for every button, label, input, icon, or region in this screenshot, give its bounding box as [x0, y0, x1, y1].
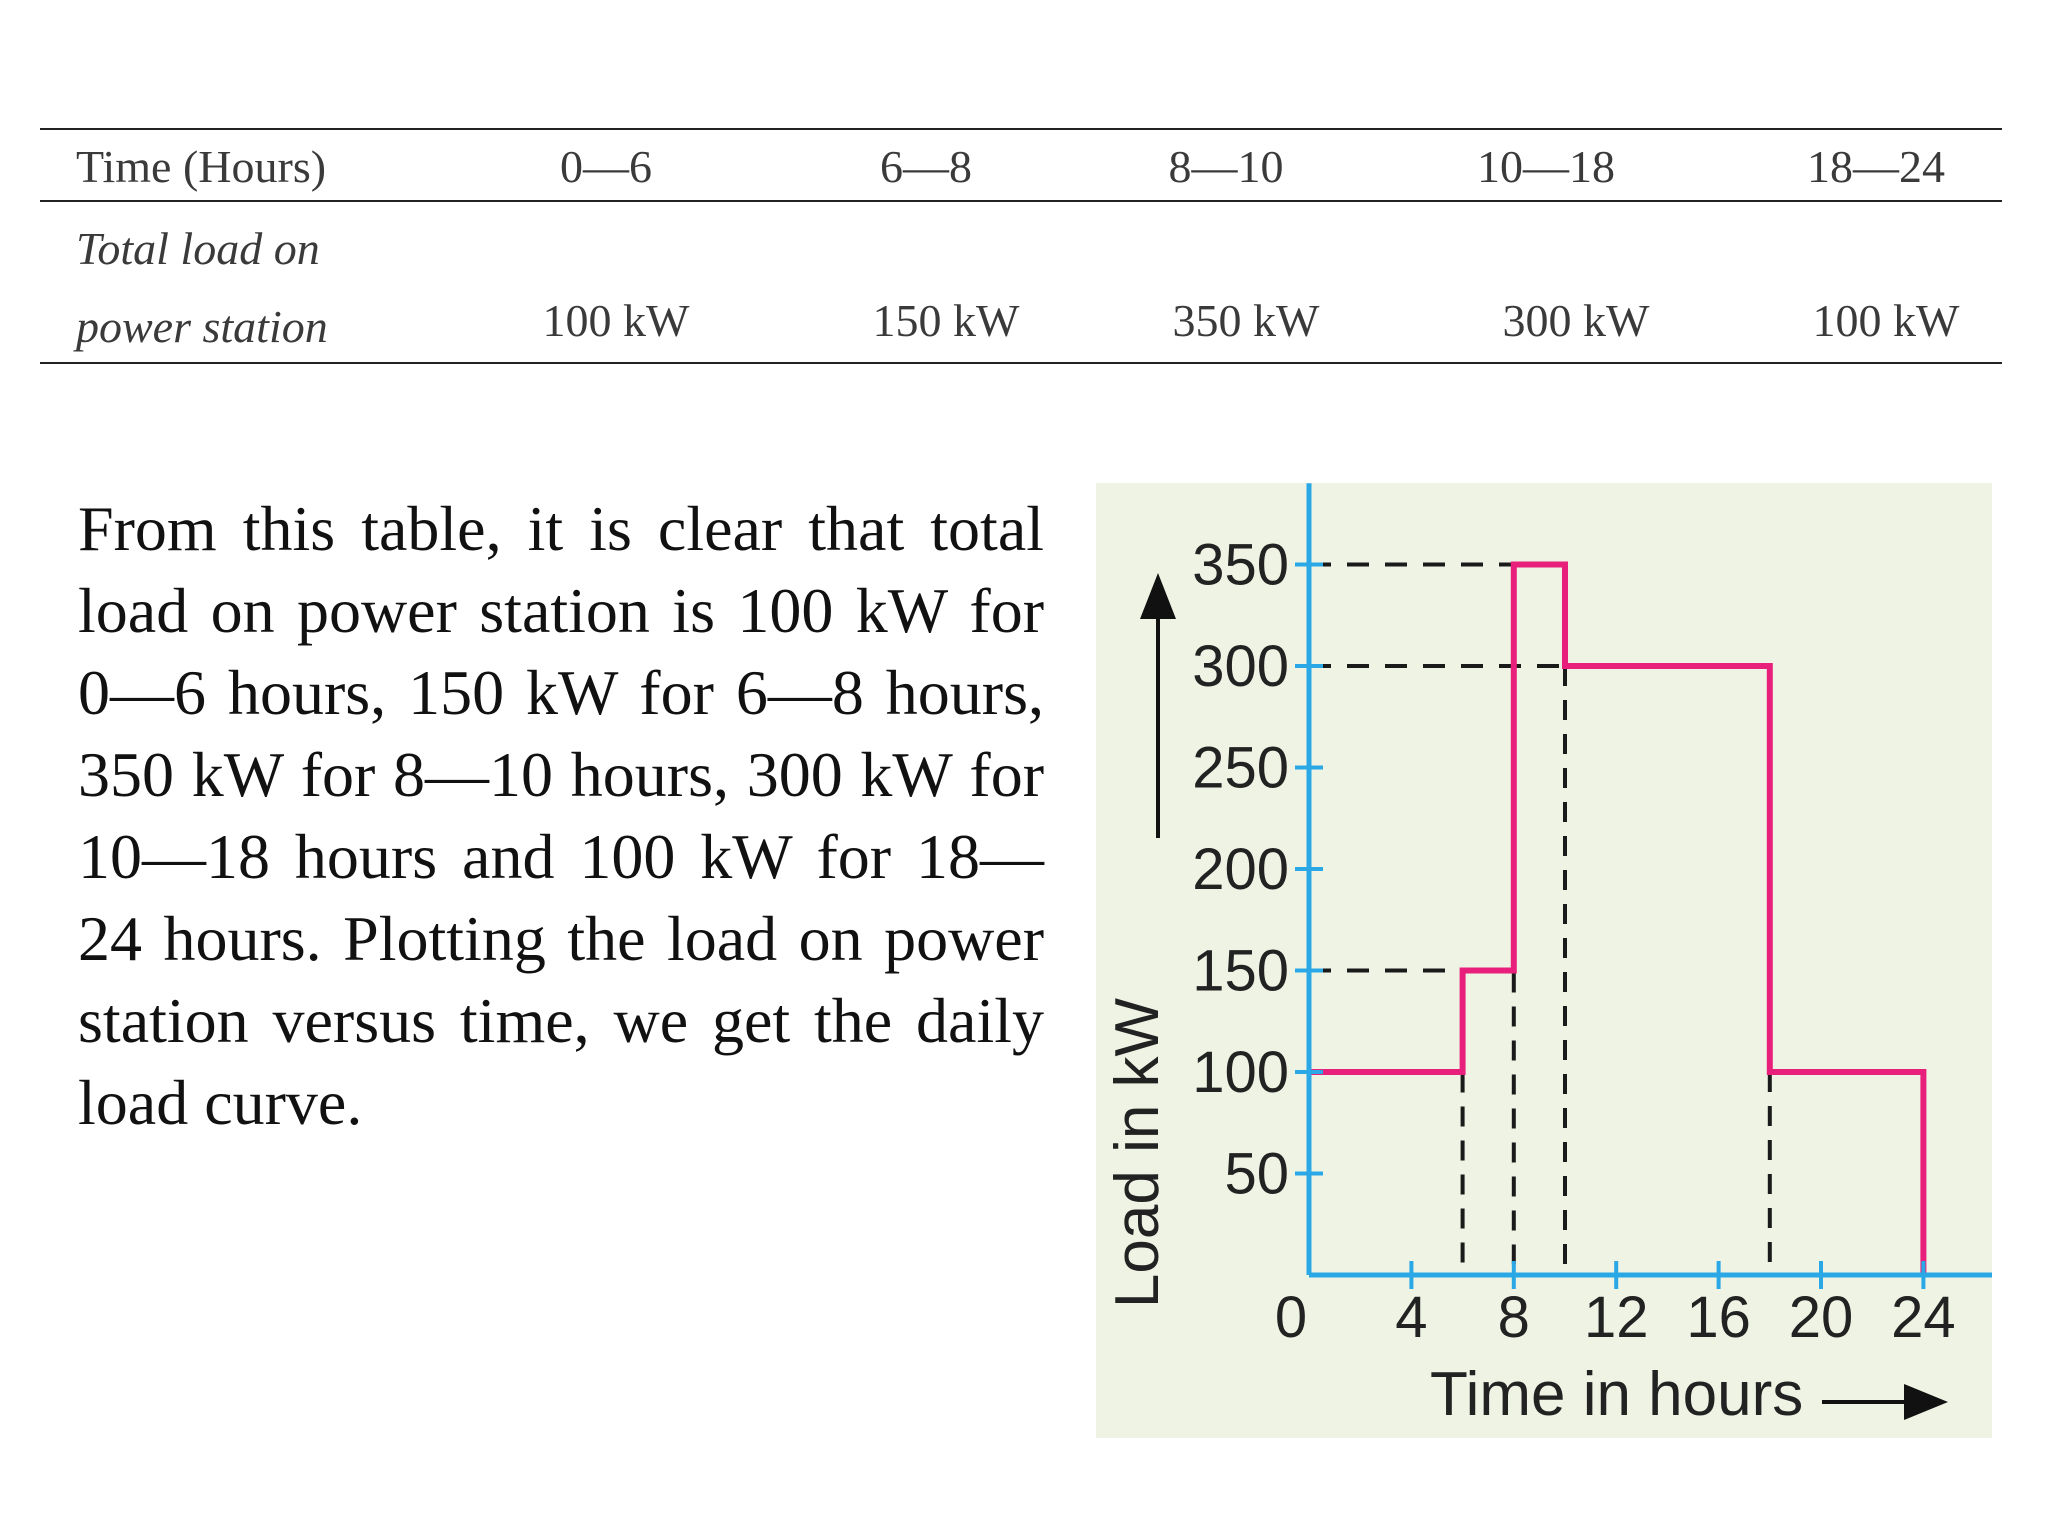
header-cell: 6—8 [880, 141, 972, 192]
y-tick-label: 50 [1224, 1142, 1289, 1207]
load-row-label-line2: power station [76, 301, 328, 352]
y-tick-label: 150 [1192, 939, 1289, 1004]
x-tick-label: 4 [1395, 1285, 1427, 1350]
load-cell: 150 kW [872, 295, 1020, 346]
y-tick-label: 250 [1192, 736, 1289, 801]
x-tick-label: 12 [1584, 1285, 1649, 1350]
load-row-label: Total load on power station [76, 210, 328, 366]
y-tick-label: 200 [1192, 837, 1289, 902]
x-tick-label: 20 [1789, 1285, 1854, 1350]
y-tick-label: 350 [1192, 533, 1289, 598]
table-header-row: Time (Hours) 0—6 6—8 8—10 10—18 18—24 [40, 130, 2002, 202]
x-tick-label: 24 [1891, 1285, 1956, 1350]
load-row-label-line1: Total load on [76, 223, 320, 274]
x-tick-label: 0 [1275, 1285, 1307, 1350]
header-cell: 18—24 [1807, 141, 1945, 192]
explanation-paragraph: From this table, it is clear that total … [78, 493, 1044, 1138]
y-tick-label: 100 [1192, 1040, 1289, 1105]
load-table: Time (Hours) 0—6 6—8 8—10 10—18 18—24 To… [40, 128, 2002, 364]
x-axis-title: Time in hours [1430, 1360, 1803, 1429]
load-cell: 100 kW [542, 295, 690, 346]
load-curve-svg: 0 4 8 12 16 20 24 50 100 150 200 250 300 350 Time in … [1103, 483, 1992, 1429]
header-cell: 8—10 [1168, 141, 1284, 192]
time-header-label: Time (Hours) [76, 141, 327, 192]
table-load-row: Total load on power station 100 kW 150 k… [40, 202, 2002, 362]
load-curve-step-line [1309, 561, 1927, 1275]
load-cell: 100 kW [1812, 295, 1960, 346]
load-cell: 300 kW [1502, 295, 1650, 346]
y-axis-title: Load in kW [1103, 997, 1172, 1308]
x-axis-arrow-head [1904, 1384, 1948, 1420]
header-cell: 0—6 [560, 141, 652, 192]
x-tick-label: 8 [1498, 1285, 1530, 1350]
header-cell: 10—18 [1477, 141, 1615, 192]
load-cell: 350 kW [1172, 295, 1320, 346]
y-tick-label: 300 [1192, 634, 1289, 699]
y-axis-arrow-head [1140, 573, 1176, 619]
load-curve-chart: 0 4 8 12 16 20 24 50 100 150 200 250 300 350 Time in … [1096, 483, 1992, 1438]
x-tick-label: 16 [1686, 1285, 1751, 1350]
